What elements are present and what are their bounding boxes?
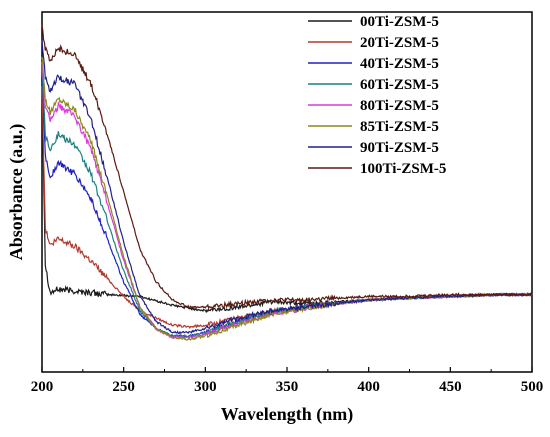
x-tick-label: 200 — [31, 379, 54, 395]
legend-label: 60Ti-ZSM-5 — [360, 77, 439, 93]
x-axis-title: Wavelength (nm) — [221, 404, 354, 425]
y-axis-title: Absorbance (a.u.) — [6, 124, 27, 261]
plot-frame — [41, 11, 533, 373]
series-line-20Ti-ZSM-5 — [41, 85, 533, 329]
x-axis-ticks: 200 250 300 350 400 450 500 — [31, 367, 544, 395]
legend-label: 85Ti-ZSM-5 — [360, 119, 439, 135]
series-line-85Ti-ZSM-5 — [41, 57, 533, 341]
series-line-100Ti-ZSM-5 — [41, 24, 533, 310]
legend-label: 100Ti-ZSM-5 — [360, 161, 446, 177]
series-lines — [41, 24, 533, 341]
x-tick-label: 250 — [112, 379, 135, 395]
legend-label: 00Ti-ZSM-5 — [360, 14, 439, 30]
legend-label: 80Ti-ZSM-5 — [360, 98, 439, 114]
plot-border — [41, 11, 533, 373]
x-tick-label: 500 — [521, 379, 544, 395]
legend-label: 90Ti-ZSM-5 — [360, 140, 439, 156]
x-tick-label: 300 — [194, 379, 217, 395]
legend: 00Ti-ZSM-5 20Ti-ZSM-5 40Ti-ZSM-5 60Ti-ZSM-5… — [308, 14, 446, 177]
x-tick-label: 450 — [439, 379, 462, 395]
series-line-00Ti-ZSM-5 — [41, 84, 533, 314]
series-line-90Ti-ZSM-5 — [41, 39, 533, 335]
x-tick-label: 350 — [276, 379, 299, 395]
legend-label: 20Ti-ZSM-5 — [360, 35, 439, 51]
x-tick-label: 400 — [357, 379, 380, 395]
legend-label: 40Ti-ZSM-5 — [360, 56, 439, 72]
